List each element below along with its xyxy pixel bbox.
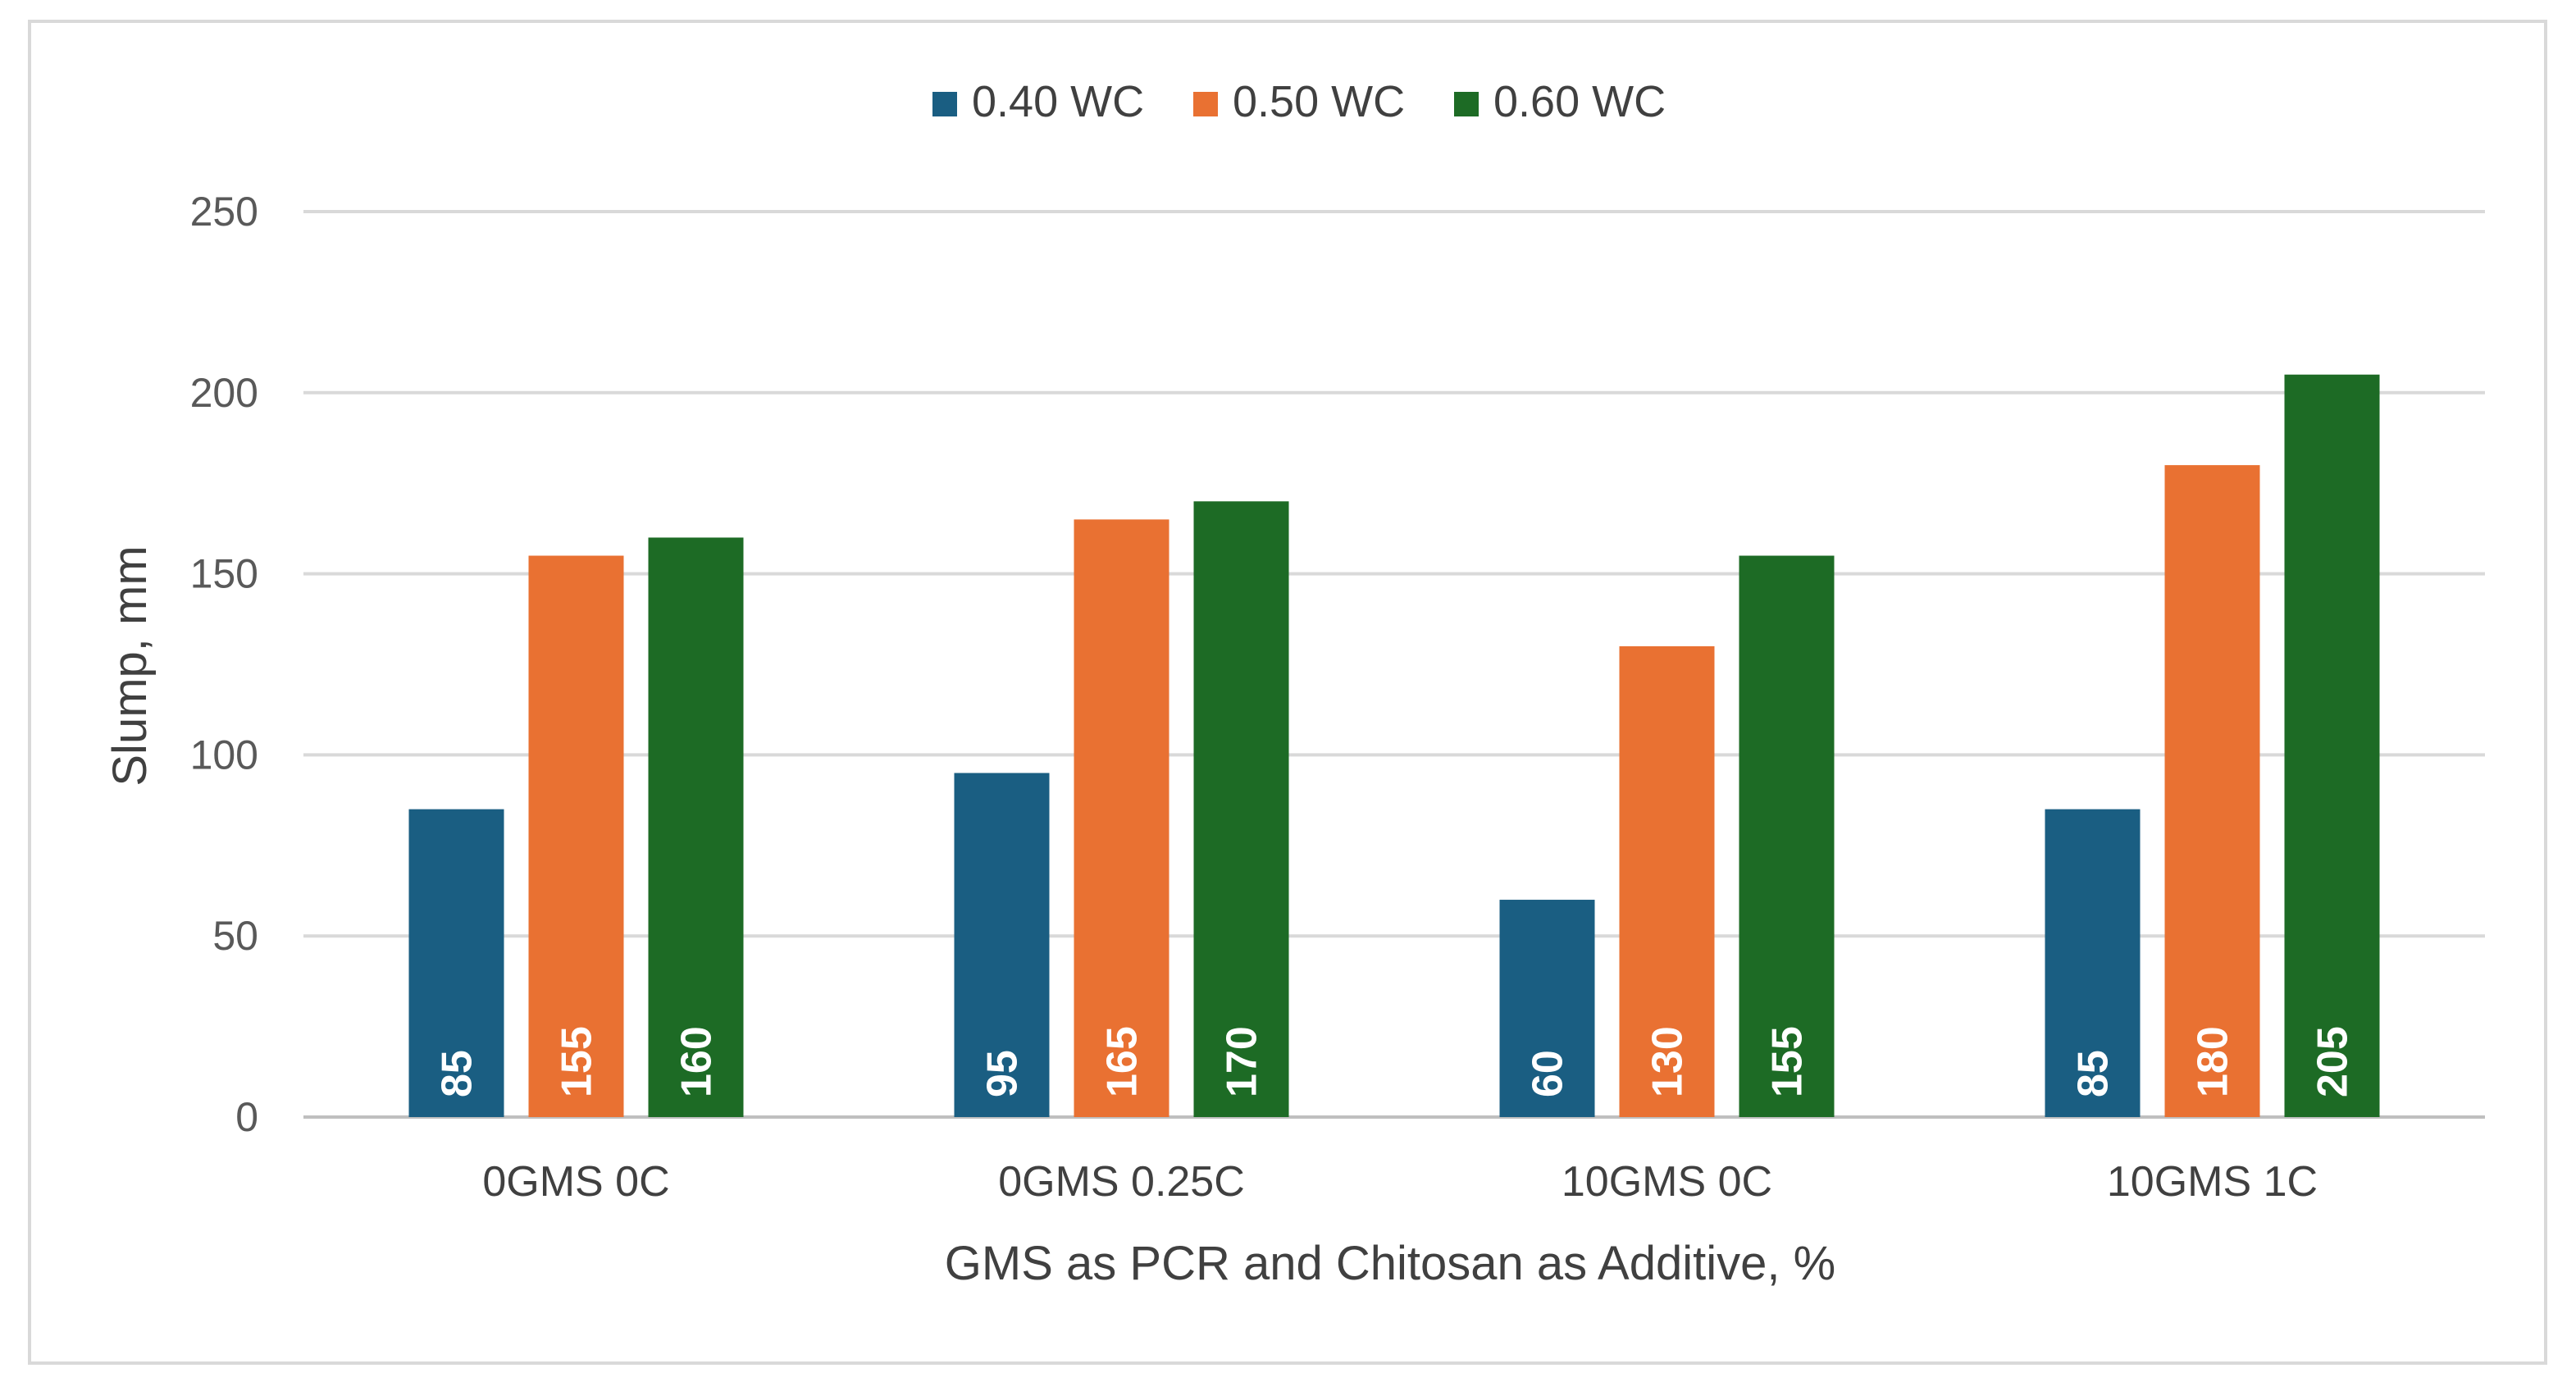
legend: 0.40 WC 0.50 WC 0.60 WC xyxy=(932,77,1666,126)
bar-value-label: 170 xyxy=(1219,1026,1266,1097)
bar-value-label: 205 xyxy=(2309,1026,2357,1097)
bar-value-label: 165 xyxy=(1099,1026,1147,1097)
bar xyxy=(1499,900,1595,1117)
y-axis-ticks: 0 50 100 150 200 250 xyxy=(190,189,258,1140)
bar xyxy=(408,809,504,1117)
y-tick-label: 250 xyxy=(190,189,258,235)
bar xyxy=(1074,519,1169,1117)
legend-label: 0.40 WC xyxy=(972,77,1144,126)
bar-value-label: 180 xyxy=(2190,1026,2237,1097)
bar-value-label: 130 xyxy=(1644,1026,1692,1097)
bar-value-label: 155 xyxy=(554,1026,601,1097)
y-tick-label: 50 xyxy=(212,913,258,959)
legend-swatch xyxy=(1454,92,1479,116)
x-category-label: 0GMS 0C xyxy=(482,1158,669,1206)
bar-value-label: 85 xyxy=(434,1050,481,1097)
x-category-label: 10GMS 1C xyxy=(2107,1158,2318,1206)
bar xyxy=(528,555,624,1117)
data-labels: 85 155 160 95 165 170 60 130 155 85 180 205 xyxy=(434,1026,2357,1097)
bar xyxy=(2164,465,2260,1117)
x-axis-title: GMS as PCR and Chitosan as Additive, % xyxy=(945,1237,1835,1290)
bar-value-label: 155 xyxy=(1764,1026,1812,1097)
bar-value-label: 85 xyxy=(2070,1050,2118,1097)
legend-label: 0.50 WC xyxy=(1233,77,1405,126)
bar xyxy=(1739,555,1835,1117)
legend-swatch xyxy=(1193,92,1218,116)
x-category-label: 10GMS 0C xyxy=(1562,1158,1772,1206)
y-axis-title: Slump, mm xyxy=(103,545,157,786)
x-axis-categories: 0GMS 0C 0GMS 0.25C 10GMS 0C 10GMS 1C xyxy=(482,1158,2318,1206)
bar-value-label: 160 xyxy=(673,1026,721,1097)
bar-value-label: 60 xyxy=(1525,1050,1572,1097)
legend-label: 0.60 WC xyxy=(1493,77,1666,126)
legend-swatch xyxy=(932,92,957,116)
y-tick-label: 200 xyxy=(190,370,258,416)
y-tick-label: 150 xyxy=(190,551,258,597)
bar xyxy=(954,773,1050,1117)
bar xyxy=(2284,374,2380,1118)
bar-value-label: 95 xyxy=(979,1050,1027,1097)
bar xyxy=(1193,501,1289,1117)
bars xyxy=(408,374,2380,1118)
y-tick-label: 0 xyxy=(235,1094,258,1140)
x-category-label: 0GMS 0.25C xyxy=(998,1158,1245,1206)
gridlines xyxy=(303,210,2485,1119)
bar xyxy=(2045,809,2141,1117)
bar xyxy=(648,537,744,1117)
bar xyxy=(1619,645,1715,1117)
y-tick-label: 100 xyxy=(190,732,258,778)
